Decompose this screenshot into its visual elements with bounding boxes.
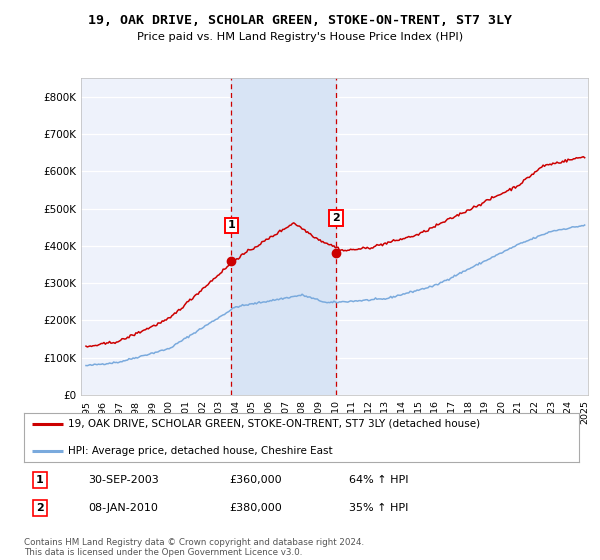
Text: 2: 2 [332,213,340,223]
Text: 30-SEP-2003: 30-SEP-2003 [88,475,158,485]
Text: HPI: Average price, detached house, Cheshire East: HPI: Average price, detached house, Ches… [68,446,333,456]
Text: 08-JAN-2010: 08-JAN-2010 [88,503,158,514]
Text: 1: 1 [35,475,43,485]
Text: 1: 1 [227,221,235,230]
Text: Price paid vs. HM Land Registry's House Price Index (HPI): Price paid vs. HM Land Registry's House … [137,32,463,43]
Text: 64% ↑ HPI: 64% ↑ HPI [349,475,408,485]
Text: £380,000: £380,000 [229,503,282,514]
Text: 35% ↑ HPI: 35% ↑ HPI [349,503,408,514]
Text: 19, OAK DRIVE, SCHOLAR GREEN, STOKE-ON-TRENT, ST7 3LY: 19, OAK DRIVE, SCHOLAR GREEN, STOKE-ON-T… [88,14,512,27]
Text: £360,000: £360,000 [229,475,282,485]
Text: Contains HM Land Registry data © Crown copyright and database right 2024.
This d: Contains HM Land Registry data © Crown c… [24,538,364,557]
Text: 19, OAK DRIVE, SCHOLAR GREEN, STOKE-ON-TRENT, ST7 3LY (detached house): 19, OAK DRIVE, SCHOLAR GREEN, STOKE-ON-T… [68,418,481,428]
Bar [232,78,336,395]
Text: 2: 2 [35,503,43,514]
